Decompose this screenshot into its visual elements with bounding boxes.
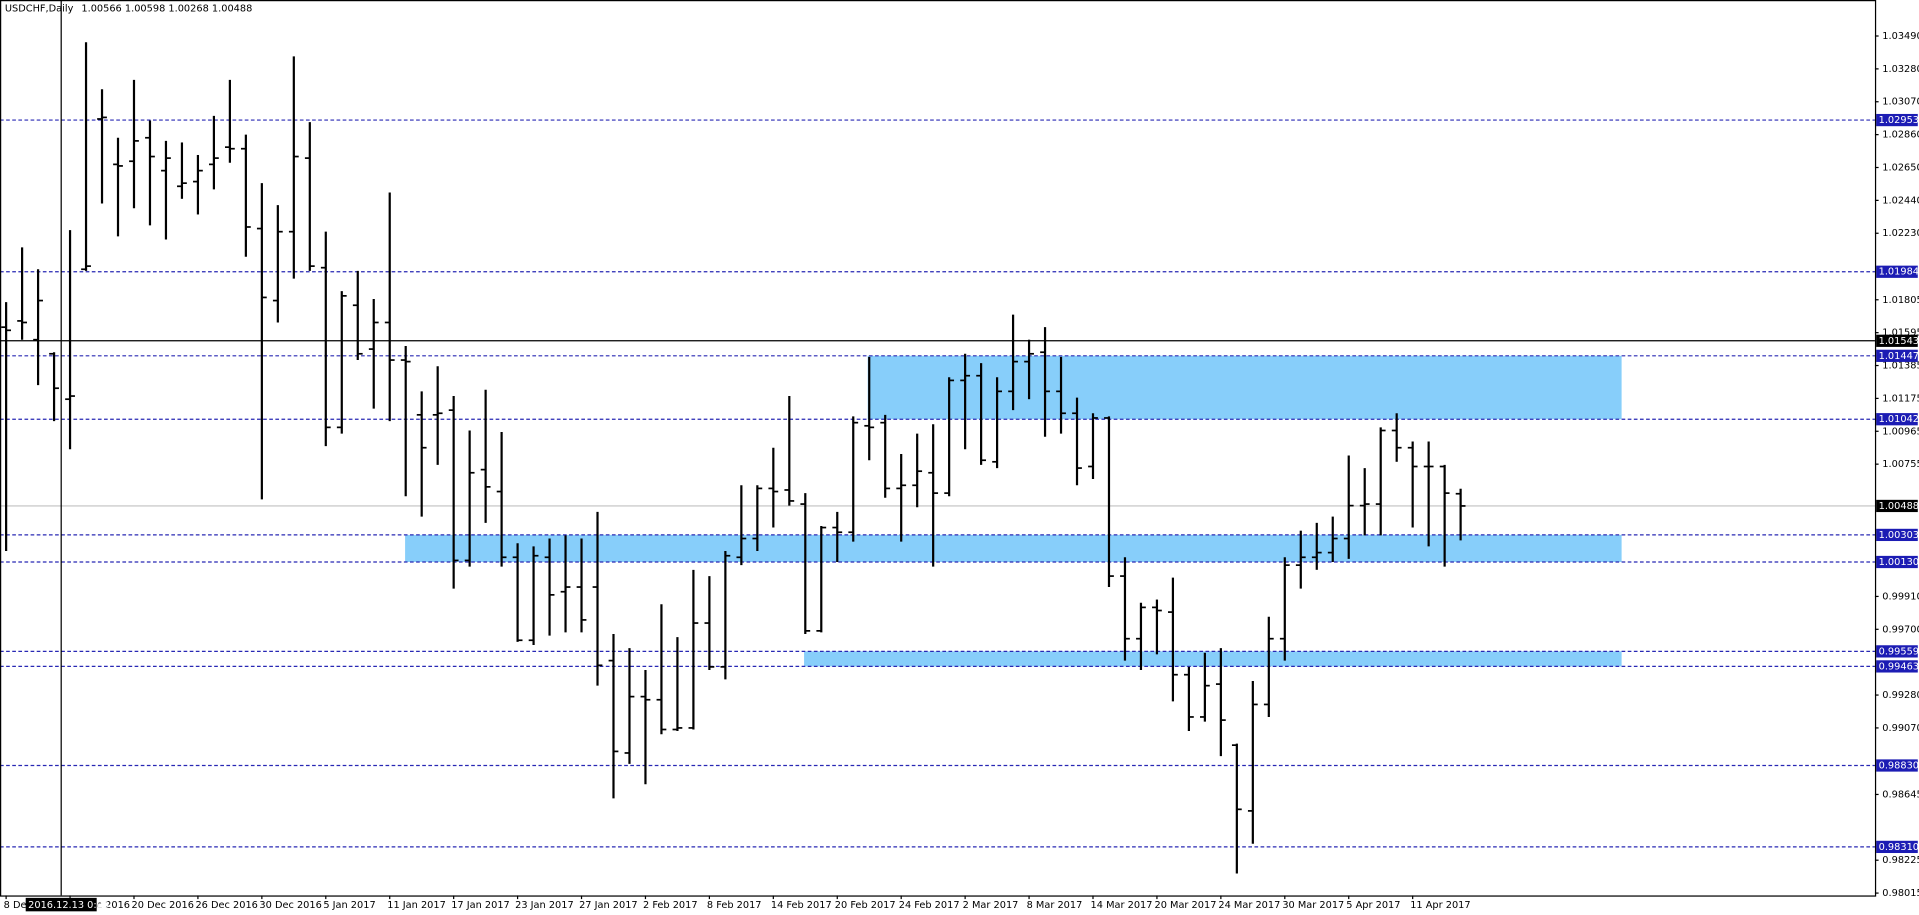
x-tick-label: 11 Apr 2017 (1410, 900, 1470, 911)
x-tick-label: 14 Feb 2017 (771, 900, 832, 911)
level-label-box (1876, 265, 1918, 278)
y-tick-label: 1.01385 (1882, 361, 1919, 372)
x-tick-label: 20 Feb 2017 (835, 900, 896, 911)
x-tick-label: 8 Feb 2017 (707, 900, 762, 911)
y-tick-label: 1.03070 (1882, 97, 1919, 108)
current-price-box (1876, 499, 1918, 513)
x-tick-label: 24 Mar 2017 (1218, 900, 1280, 911)
x-tick-label: 27 Jan 2017 (579, 900, 638, 911)
axis: 1.03490 1.03280 1.03070 1.02860 1.02650 1.024… (4, 31, 1919, 912)
y-tick-label: 1.01595 (1882, 328, 1919, 339)
level-label-box (1876, 113, 1918, 127)
level-label: 1.00130 (1879, 557, 1919, 568)
crosshair-time-label: 2016.12.13 0:00 (28, 900, 109, 911)
lines (0, 0, 1875, 896)
level-label: 1.01042 (1879, 414, 1919, 425)
symbol: USDCHF,Daily (5, 4, 74, 15)
y-tick-label: 1.01175 (1882, 393, 1919, 404)
level-label-box (1876, 555, 1918, 569)
y-tick-label: 0.98225 (1882, 855, 1919, 866)
zone (405, 534, 1622, 562)
level-label-box (1876, 660, 1918, 673)
y-tick-label: 0.98645 (1882, 789, 1919, 800)
zones (405, 355, 1622, 667)
y-tick-label: 1.00965 (1882, 426, 1919, 437)
x-tick-label: 17 Jan 2017 (451, 900, 510, 911)
header-close: 1.00488 (212, 4, 252, 15)
y-tick-label: 1.03280 (1882, 64, 1919, 75)
y-tick-label: 0.99910 (1882, 591, 1919, 602)
x-tick-label: 23 Jan 2017 (515, 900, 574, 911)
y-tick-label: 1.02440 (1882, 195, 1919, 206)
y-tick-label: 1.00755 (1882, 459, 1919, 470)
current-price-label: 1.00488 (1879, 501, 1919, 512)
y-tick-label: 0.98015 (1882, 888, 1919, 899)
level-label-box (1876, 759, 1918, 772)
chart-header: USDCHF,Daily 1.00566 1.00598 1.00268 1.0… (5, 4, 252, 15)
y-tick-label: 1.03490 (1882, 31, 1919, 42)
chart-frame (0, 0, 1877, 897)
x-tick-label: 5 Apr 2017 (1346, 900, 1400, 911)
x-tick-label: 26 Dec 2016 (195, 900, 257, 911)
level-label: 1.01447 (1879, 351, 1919, 362)
y-tick-label: 1.01805 (1882, 295, 1919, 306)
crosshair-time-box (25, 897, 97, 912)
x-tick-label: 16 Dec 2016 (68, 900, 130, 911)
x-tick-label: 20 Dec 2016 (132, 900, 194, 911)
level-label: 1.01984 (1879, 267, 1919, 278)
level-label: 0.99559 (1879, 646, 1919, 657)
y-tick-label: 1.02860 (1882, 130, 1919, 141)
y-tick-label: 0.99070 (1882, 723, 1919, 734)
level-label-box (1876, 645, 1918, 658)
y-tick-label: 0.99280 (1882, 690, 1919, 701)
level-label: 1.00303 (1879, 530, 1919, 541)
crosshair-price-box (1876, 334, 1918, 347)
bars (1, 42, 1466, 874)
x-tick-label: 5 Jan 2017 (323, 900, 375, 911)
x-tick-label: 24 Feb 2017 (899, 900, 960, 911)
level-label: 0.99463 (1879, 661, 1919, 672)
level-label-box (1876, 528, 1918, 542)
x-tick-label: 11 Jan 2017 (387, 900, 446, 911)
x-tick-label: 14 Mar 2017 (1091, 900, 1153, 911)
y-tick-label: 0.99700 (1882, 624, 1919, 635)
level-label-box (1876, 840, 1918, 854)
y-tick-label: 1.02230 (1882, 228, 1919, 239)
y-tick-label: 1.02650 (1882, 163, 1919, 174)
level-label-box (1876, 349, 1918, 362)
header-low: 1.00268 (168, 4, 208, 15)
header-high: 1.00598 (125, 4, 165, 15)
x-tick-label: 30 Mar 2017 (1282, 900, 1344, 911)
header-open: 1.00566 (81, 4, 121, 15)
level-label: 1.02953 (1879, 115, 1919, 126)
x-tick-label: 20 Mar 2017 (1154, 900, 1216, 911)
x-tick-label: 2 Mar 2017 (963, 900, 1019, 911)
zone (867, 355, 1622, 420)
x-tick-label: 30 Dec 2016 (259, 900, 321, 911)
level-label: 0.98830 (1879, 760, 1919, 771)
crosshair-price-label: 1.01543 (1879, 336, 1919, 347)
zone (804, 651, 1622, 667)
x-tick-label: 2 Feb 2017 (643, 900, 698, 911)
level-label-box (1876, 413, 1918, 426)
level-label: 0.98310 (1879, 842, 1919, 853)
x-tick-label: 8 Mar 2017 (1027, 900, 1083, 911)
